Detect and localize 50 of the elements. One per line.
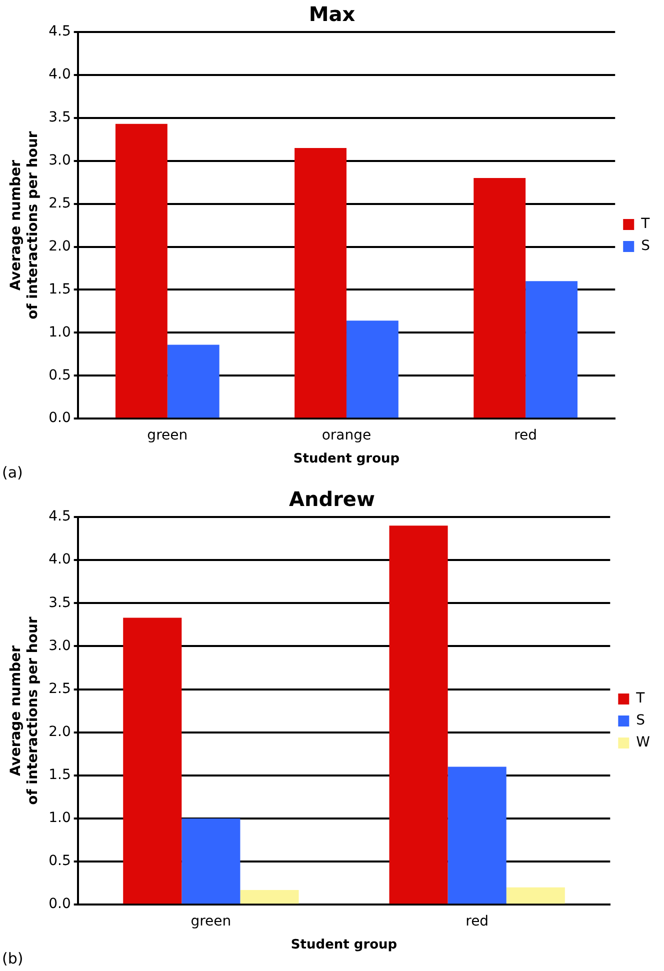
y-tick-label: 4.0	[48, 66, 71, 83]
y-tick-label: 4.0	[48, 552, 71, 568]
x-tick-label: red	[514, 428, 538, 444]
y-tick-label: 1.5	[48, 767, 71, 784]
y-tick-label: 3.5	[48, 110, 71, 126]
x-axis-title: Student group	[290, 938, 398, 953]
x-tick-label: green	[147, 428, 188, 444]
bar	[448, 766, 506, 904]
y-tick-label: 0.0	[48, 896, 71, 912]
bar	[123, 618, 182, 904]
y-tick-label: 3.0	[48, 152, 71, 169]
x-axis-title: Student group	[293, 452, 400, 467]
y-tick-label: 0.0	[48, 410, 71, 426]
y-tick-label: 0.5	[48, 853, 71, 870]
bar	[294, 148, 346, 418]
chart-title: Andrew	[289, 487, 375, 512]
y-tick-label: 1.5	[48, 281, 71, 298]
x-tick-label: orange	[322, 428, 372, 444]
chart-title: Max	[308, 2, 356, 26]
legend-label: S	[636, 712, 646, 729]
bar	[474, 178, 526, 418]
text: (a)	[2, 463, 23, 482]
y-tick-label: 2.5	[48, 680, 71, 697]
y-tick-label: 2.5	[48, 195, 71, 212]
legend-label: T	[640, 216, 650, 232]
y-axis-title: Average number of interactions per hour	[8, 131, 41, 320]
y-tick-label: 4.5	[48, 24, 71, 40]
bar	[240, 890, 299, 904]
y-tick-label: 3.0	[48, 638, 71, 654]
legend-label: W	[636, 734, 650, 751]
y-tick-label: 4.5	[48, 508, 71, 525]
y-tick-label: 2.0	[48, 724, 71, 740]
text: (b)	[2, 949, 24, 968]
y-tick-label: 1.0	[48, 324, 71, 340]
y-axis-title: Average number of interactions per hour	[8, 616, 41, 805]
bar	[346, 320, 398, 418]
bar	[506, 887, 565, 904]
bar	[182, 818, 240, 904]
legend-label: S	[641, 238, 650, 254]
bar	[389, 526, 448, 904]
y-tick-label: 1.0	[48, 810, 71, 826]
y-tick-label: 3.5	[48, 594, 71, 611]
legend-label: T	[635, 690, 646, 707]
y-tick-label: 0.5	[48, 367, 71, 384]
x-tick-label: red	[466, 914, 489, 930]
y-tick-label: 2.0	[48, 238, 71, 254]
bar	[115, 124, 168, 418]
bar	[526, 281, 578, 418]
bar	[167, 344, 220, 418]
x-tick-label: green	[190, 914, 232, 930]
